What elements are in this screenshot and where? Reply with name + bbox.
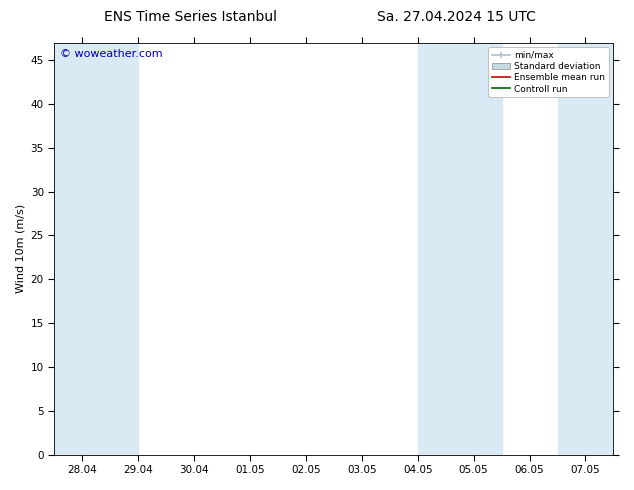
Text: Sa. 27.04.2024 15 UTC: Sa. 27.04.2024 15 UTC — [377, 10, 536, 24]
Bar — [418, 43, 501, 455]
Text: ENS Time Series Istanbul: ENS Time Series Istanbul — [104, 10, 276, 24]
Bar — [557, 43, 614, 455]
Legend: min/max, Standard deviation, Ensemble mean run, Controll run: min/max, Standard deviation, Ensemble me… — [488, 47, 609, 97]
Text: © woweather.com: © woweather.com — [60, 49, 162, 59]
Bar — [55, 43, 138, 455]
Y-axis label: Wind 10m (m/s): Wind 10m (m/s) — [15, 204, 25, 293]
